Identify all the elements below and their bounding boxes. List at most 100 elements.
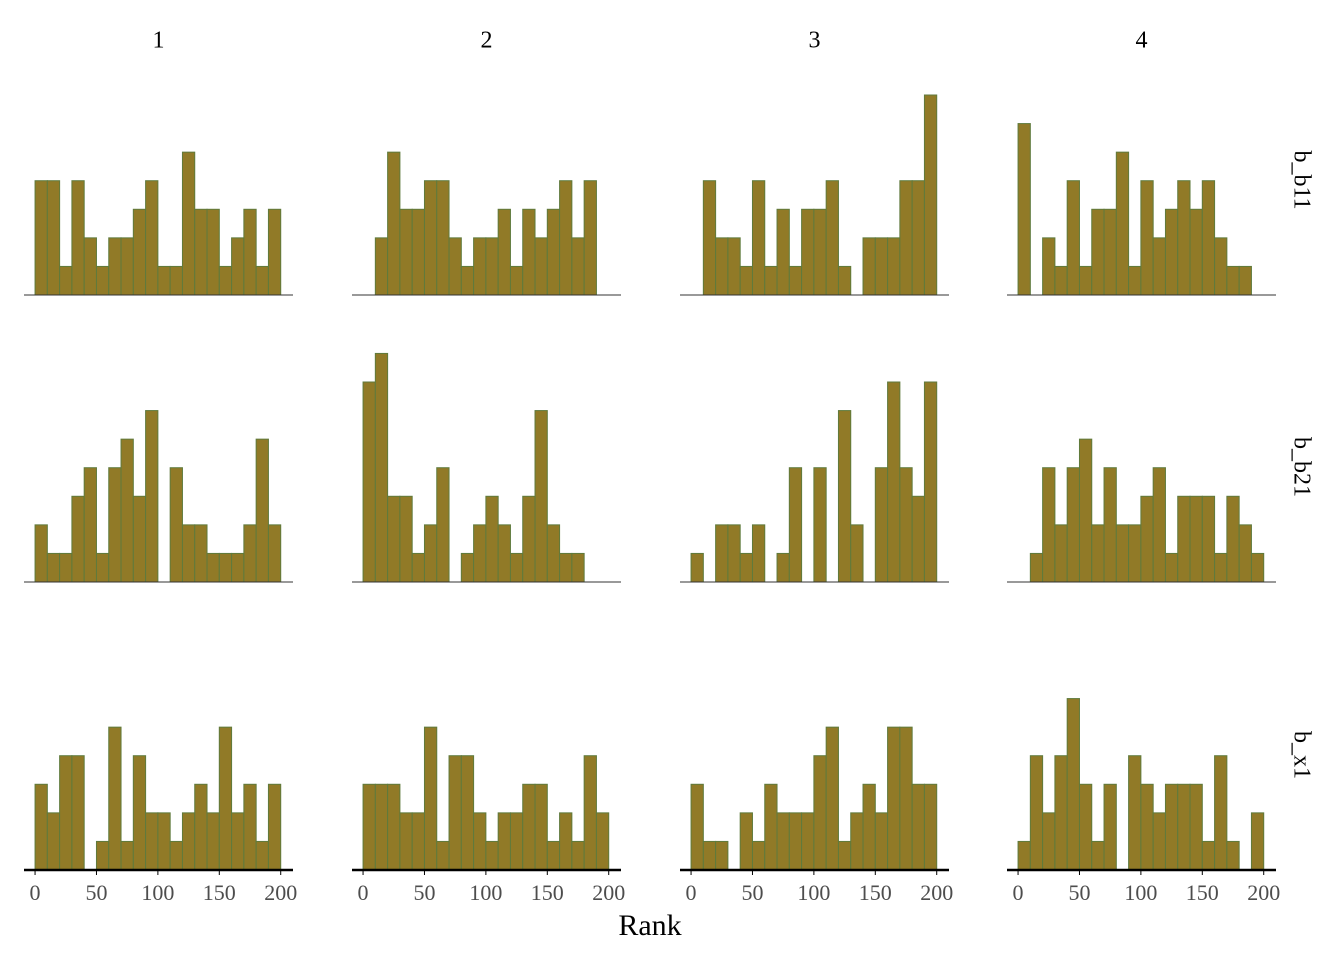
histogram-bar	[1152, 467, 1166, 583]
histogram-bar	[813, 208, 827, 296]
histogram-bar	[751, 180, 766, 296]
histogram-bar	[1177, 495, 1191, 583]
histogram-bar	[690, 783, 704, 871]
histogram-bar	[1029, 755, 1044, 871]
histogram-bar	[559, 812, 573, 871]
histogram-bar	[1128, 524, 1142, 583]
histogram-bar	[436, 467, 450, 583]
histogram-bar	[169, 840, 183, 871]
column-strip-label: 3	[809, 28, 821, 54]
histogram-bar	[120, 237, 134, 296]
histogram-bar	[411, 812, 425, 871]
histogram-bar	[1164, 552, 1179, 583]
histogram-bar	[1164, 208, 1179, 296]
histogram-bar	[95, 552, 110, 583]
histogram-bar	[399, 208, 413, 296]
histogram-bar	[206, 552, 220, 583]
histogram-bar	[194, 208, 208, 296]
column-strip-label: 2	[481, 28, 493, 54]
histogram-bar	[727, 237, 741, 296]
histogram-bar	[448, 755, 462, 871]
histogram-bar	[145, 410, 159, 583]
histogram-bar	[1066, 698, 1080, 871]
histogram-bar	[145, 180, 159, 296]
x-tick-label: 100	[141, 880, 174, 905]
column-strip-label: 4	[1136, 28, 1148, 54]
x-tick-label: 150	[531, 880, 564, 905]
histogram-bar	[243, 208, 257, 296]
histogram-bar	[1091, 840, 1105, 871]
histogram-bar	[231, 812, 245, 871]
histogram-bar	[509, 552, 524, 583]
histogram-bar	[206, 812, 220, 871]
histogram-bar	[546, 840, 561, 871]
x-tick-label: 0	[1013, 880, 1024, 905]
histogram-bar	[837, 265, 852, 296]
histogram-bar	[1103, 467, 1117, 583]
histogram-bar	[497, 812, 511, 871]
histogram-bar	[1042, 812, 1056, 871]
histogram-bar	[362, 783, 376, 871]
histogram-bar	[1214, 552, 1228, 583]
histogram-bar	[1054, 265, 1068, 296]
histogram-bar	[923, 783, 938, 871]
histogram-bar	[571, 552, 585, 583]
histogram-bar	[776, 812, 790, 871]
histogram-bar	[1115, 151, 1130, 296]
histogram-bar	[850, 812, 864, 871]
histogram-bar	[899, 726, 913, 871]
histogram-bar	[460, 265, 475, 296]
histogram-bar	[534, 237, 548, 296]
histogram-bar	[387, 151, 401, 296]
column-strip-label: 1	[153, 28, 165, 54]
histogram-bar	[813, 467, 827, 583]
histogram-bar	[739, 265, 753, 296]
histogram-bar	[473, 237, 487, 296]
histogram-bar	[267, 524, 282, 583]
x-tick-label: 0	[686, 880, 697, 905]
histogram-bar	[862, 783, 876, 871]
histogram-bar	[231, 237, 245, 296]
histogram-bar	[169, 265, 183, 296]
x-tick-label: 100	[797, 880, 830, 905]
histogram-bar	[83, 467, 97, 583]
histogram-bar	[120, 840, 134, 871]
histogram-bar	[862, 237, 876, 296]
histogram-bar	[1226, 840, 1240, 871]
x-tick-label: 0	[358, 880, 369, 905]
histogram-bar	[387, 783, 401, 871]
histogram-bar	[485, 237, 499, 296]
histogram-bar	[485, 840, 499, 871]
histogram-bar	[1066, 467, 1080, 583]
histogram-bar	[1164, 783, 1179, 871]
histogram-bar	[715, 840, 729, 871]
histogram-bar	[243, 524, 257, 583]
histogram-bar	[411, 552, 425, 583]
histogram-bar	[923, 94, 938, 296]
histogram-bar	[387, 495, 401, 583]
histogram-bar	[1029, 552, 1044, 583]
histogram-bar	[1066, 180, 1080, 296]
histogram-bar	[702, 180, 717, 296]
histogram-bar	[46, 552, 61, 583]
histogram-bar	[399, 812, 413, 871]
histogram-bar	[59, 755, 73, 871]
histogram-bar	[34, 524, 48, 583]
histogram-bar	[874, 812, 889, 871]
histogram-bar	[715, 524, 729, 583]
histogram-bar	[813, 755, 827, 871]
histogram-bar	[874, 237, 889, 296]
histogram-bar	[423, 524, 438, 583]
histogram-bar	[374, 352, 389, 583]
histogram-bar	[46, 812, 61, 871]
histogram-bar	[825, 726, 839, 871]
histogram-bar	[1140, 180, 1154, 296]
x-tick-label: 150	[859, 880, 892, 905]
histogram-bar	[571, 237, 585, 296]
histogram-bar	[788, 467, 803, 583]
histogram-bar	[1152, 237, 1166, 296]
histogram-bar	[899, 467, 913, 583]
histogram-bar	[194, 783, 208, 871]
